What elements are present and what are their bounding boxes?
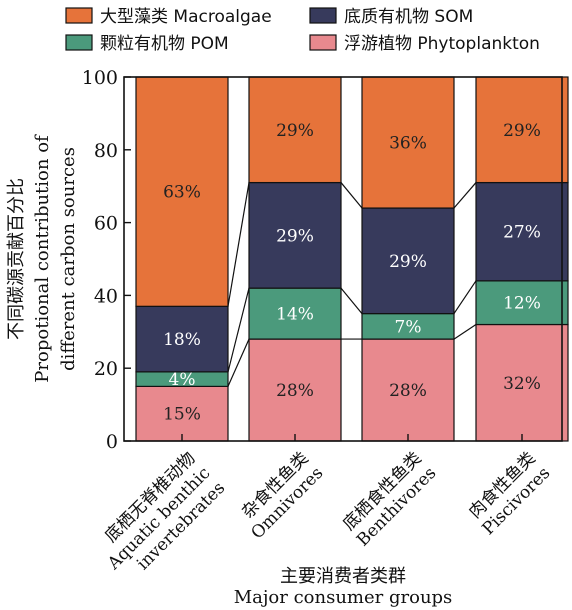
data-label: 36%: [389, 134, 427, 154]
data-label: 7%: [395, 317, 422, 337]
data-label: 28%: [276, 381, 314, 401]
y-tick-label: 60: [94, 213, 118, 235]
legend-swatch: [65, 7, 93, 24]
legend-swatch: [65, 34, 93, 51]
x-axis-title-line: 主要消费者类群: [280, 566, 406, 587]
data-label: 32%: [503, 374, 541, 394]
data-label: 15%: [163, 405, 201, 425]
connector-line: [453, 182, 477, 209]
bar-segment: [135, 385, 229, 442]
legend-swatch: [309, 7, 337, 24]
y-tick-label: 20: [94, 358, 118, 380]
y-axis-title-line: Propotional contribution of: [32, 134, 53, 383]
data-label: 29%: [503, 121, 541, 141]
y-tick-label: 40: [94, 285, 118, 307]
x-axis-title-line: Major consumer groups: [234, 587, 453, 608]
y-tick-label: 0: [106, 431, 118, 453]
legend-label: 浮游植物 Phytoplankton: [344, 34, 540, 54]
bar-segment: [248, 287, 342, 340]
bars: 15% 4% 18% 63% 28% 14% 29% 29% 28% 7% 29% 36% 32% 12%…: [135, 76, 569, 442]
connector-line: [227, 182, 250, 307]
bar-segment: [361, 76, 455, 209]
plot-frame: [123, 76, 563, 442]
y-axis-title-line: different carbon sources: [58, 147, 79, 371]
bar-segment: [361, 207, 455, 315]
bar-segment: [361, 338, 455, 442]
legend-swatch: [309, 34, 337, 51]
legend: 大型藻类 Macroalgae 底质有机物 SOM 颗粒有机物 POM 浮游植物 Ph…: [65, 7, 540, 54]
data-label: 12%: [503, 294, 541, 314]
connector-line: [227, 338, 250, 387]
bar-segment: [475, 181, 569, 282]
connector-line: [340, 287, 363, 314]
data-label: 4%: [169, 370, 196, 390]
legend-label: 大型藻类 Macroalgae: [100, 7, 272, 27]
connector-line: [453, 324, 477, 340]
data-label: 63%: [163, 183, 201, 203]
bar-segment: [248, 181, 342, 289]
connector-line: [227, 287, 250, 372]
y-axis-title: 不同碳源贡献百分比 Propotional contribution of diff…: [6, 134, 79, 383]
bar-segment: [475, 76, 569, 184]
data-label: 28%: [389, 381, 427, 401]
axes: 0 20 40 60 80 100: [82, 67, 563, 453]
data-label: 27%: [503, 223, 541, 243]
bar-segment: [248, 76, 342, 184]
bar-segment: [475, 323, 569, 442]
y-tick-label: 80: [94, 140, 118, 162]
data-label: 29%: [389, 252, 427, 272]
legend-label: 颗粒有机物 POM: [100, 34, 229, 54]
connector-line: [340, 182, 363, 209]
connector-line: [453, 280, 477, 314]
data-label: 29%: [276, 121, 314, 141]
data-label: 18%: [163, 330, 201, 350]
bar-segment: [475, 280, 569, 326]
y-axis-title-line: 不同碳源贡献百分比: [6, 178, 27, 340]
data-label: 29%: [276, 226, 314, 246]
y-tick-label: 100: [82, 67, 118, 89]
connector-lines: [227, 182, 477, 387]
legend-label: 底质有机物 SOM: [344, 7, 473, 27]
data-label: 14%: [276, 305, 314, 325]
